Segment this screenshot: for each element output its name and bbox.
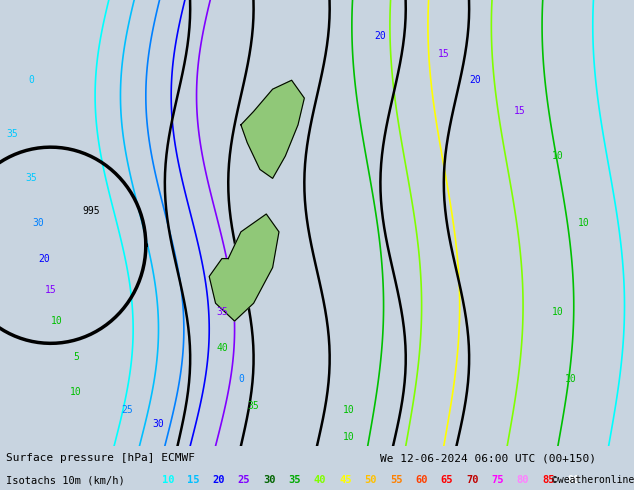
- Text: 10: 10: [343, 405, 354, 415]
- Text: 0: 0: [29, 75, 35, 85]
- Text: 35: 35: [248, 401, 259, 411]
- Text: 35: 35: [216, 307, 228, 317]
- Text: 70: 70: [466, 475, 479, 485]
- Text: Surface pressure [hPa] ECMWF: Surface pressure [hPa] ECMWF: [6, 453, 195, 463]
- Text: 20: 20: [212, 475, 225, 485]
- Text: 75: 75: [491, 475, 504, 485]
- Text: 15: 15: [514, 106, 526, 117]
- Text: 10: 10: [70, 388, 82, 397]
- Text: 20: 20: [39, 254, 50, 264]
- Text: 0: 0: [238, 374, 244, 384]
- Text: 60: 60: [415, 475, 428, 485]
- Text: 995: 995: [82, 206, 100, 216]
- Text: 10: 10: [552, 151, 564, 161]
- Text: 10: 10: [51, 316, 63, 326]
- Text: 65: 65: [441, 475, 453, 485]
- Text: 20: 20: [375, 31, 386, 41]
- Text: 30: 30: [32, 218, 44, 228]
- Text: Isotachs 10m (km/h): Isotachs 10m (km/h): [6, 475, 131, 485]
- Text: 45: 45: [339, 475, 352, 485]
- Text: 35: 35: [288, 475, 301, 485]
- Text: We 12-06-2024 06:00 UTC (00+150): We 12-06-2024 06:00 UTC (00+150): [380, 453, 597, 463]
- Text: 15: 15: [438, 49, 450, 58]
- Text: ©weatheronline.co.uk: ©weatheronline.co.uk: [552, 475, 634, 485]
- Polygon shape: [241, 80, 304, 178]
- Text: 15: 15: [45, 285, 56, 295]
- Text: 10: 10: [552, 307, 564, 317]
- Text: 35: 35: [26, 173, 37, 183]
- Text: 10: 10: [162, 475, 174, 485]
- Text: 55: 55: [390, 475, 403, 485]
- Text: 5: 5: [73, 352, 79, 362]
- Text: 35: 35: [7, 129, 18, 139]
- Text: 30: 30: [263, 475, 276, 485]
- Text: 10: 10: [578, 218, 589, 228]
- Text: 40: 40: [216, 343, 228, 353]
- Text: 85: 85: [542, 475, 555, 485]
- Text: 25: 25: [238, 475, 250, 485]
- Polygon shape: [209, 214, 279, 321]
- Text: 10: 10: [565, 374, 576, 384]
- Text: 80: 80: [517, 475, 529, 485]
- Text: 20: 20: [470, 75, 481, 85]
- Text: 10: 10: [343, 432, 354, 442]
- Text: 15: 15: [187, 475, 200, 485]
- Text: 50: 50: [365, 475, 377, 485]
- Text: 30: 30: [153, 418, 164, 429]
- Text: 90: 90: [567, 475, 580, 485]
- Text: 40: 40: [314, 475, 327, 485]
- Text: 25: 25: [121, 405, 133, 415]
